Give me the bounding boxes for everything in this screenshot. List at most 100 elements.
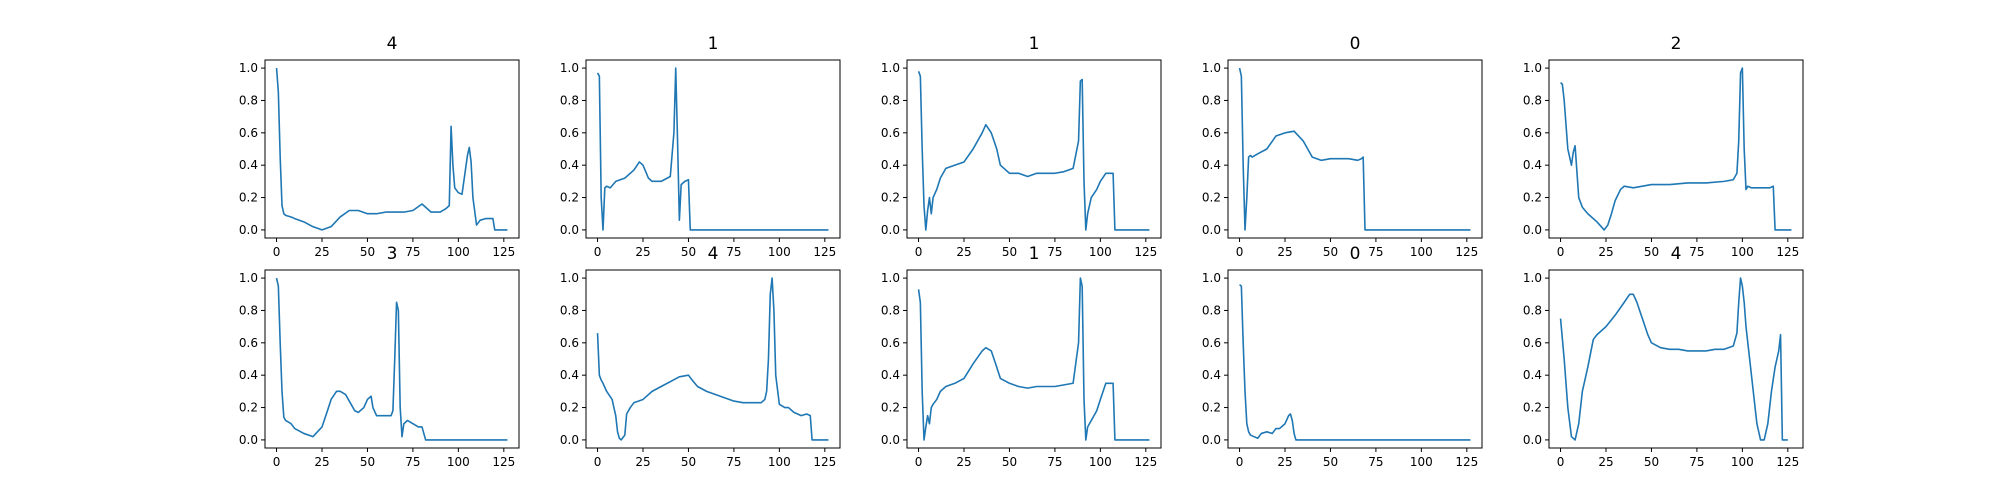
subplot-title: 0 [1349,34,1361,54]
y-tick-label: 0.4 [881,368,900,382]
x-tick-label: 0 [915,455,923,469]
y-tick-label: 0.0 [239,433,258,447]
y-tick-label: 1.0 [1202,61,1221,75]
subplot-canvas: 0.0 0.2 0.4 0.6 0.8 1.0 0 25 50 75 100 125 [239,59,520,259]
y-tick-label: 0.6 [1523,336,1542,350]
series-line [596,277,829,441]
x-tick-label: 0 [1557,455,1565,469]
y-tick-label: 0.8 [1202,93,1221,107]
x-tick-label: 125 [492,455,515,469]
y-tick-label: 0.4 [1202,368,1221,382]
x-tick-label: 50 [1644,455,1659,469]
subplot-4: 0 0.0 0.2 0.4 0.6 0.8 1.0 0 25 50 75 100 125 [1178,30,1494,274]
y-tick-label: 0.8 [1202,303,1221,317]
subplot-2: 1 0.0 0.2 0.4 0.6 0.8 1.0 0 25 50 75 100 125 [536,30,852,274]
x-tick-label: 25 [1598,455,1613,469]
series-line [275,277,508,441]
y-tick-label: 1.0 [239,271,258,285]
y-tick-label: 0.6 [560,126,579,140]
y-tick-label: 0.2 [1523,401,1542,415]
subplot-title: 4 [386,34,398,54]
subplot-canvas: 0.0 0.2 0.4 0.6 0.8 1.0 0 25 50 75 100 125 [881,269,1162,469]
subplot-title: 1 [1028,34,1040,54]
subplot-canvas: 0.0 0.2 0.4 0.6 0.8 1.0 0 25 50 75 100 125 [881,59,1162,259]
subplot-1: 4 0.0 0.2 0.4 0.6 0.8 1.0 0 25 50 75 100 125 [215,30,531,274]
subplot-title: 4 [707,244,719,264]
x-tick-label: 0 [1557,245,1565,259]
x-tick-label: 125 [1455,455,1478,469]
x-tick-label: 50 [1002,455,1017,469]
series-line [275,68,508,231]
x-tick-label: 25 [635,245,650,259]
axes-frame [1227,59,1483,239]
x-tick-label: 100 [1089,455,1112,469]
axes-frame [1548,269,1804,449]
y-tick-label: 0.6 [881,126,900,140]
axes-frame [585,269,841,449]
y-tick-label: 0.8 [1523,93,1542,107]
x-tick-label: 75 [726,455,741,469]
y-tick-label: 0.4 [560,368,579,382]
y-tick-label: 0.6 [239,336,258,350]
x-tick-label: 0 [1236,455,1244,469]
x-tick-label: 100 [768,455,791,469]
x-tick-label: 0 [915,245,923,259]
x-tick-label: 125 [1776,455,1799,469]
x-tick-label: 125 [813,455,836,469]
subplot-title: 0 [1349,244,1361,264]
axes-frame [906,59,1162,239]
y-tick-label: 0.4 [239,158,258,172]
axes-frame [264,59,520,239]
x-tick-label: 75 [726,245,741,259]
y-tick-label: 0.6 [560,336,579,350]
x-tick-label: 100 [447,455,470,469]
x-tick-label: 0 [273,245,281,259]
y-tick-label: 0.8 [560,93,579,107]
y-tick-label: 0.6 [881,336,900,350]
x-tick-label: 75 [405,245,420,259]
y-tick-label: 0.2 [881,191,900,205]
y-tick-label: 1.0 [1202,271,1221,285]
x-tick-label: 100 [1089,245,1112,259]
y-tick-label: 0.8 [560,303,579,317]
subplot-6: 3 0.0 0.2 0.4 0.6 0.8 1.0 0 25 50 75 100 125 [215,240,531,484]
x-tick-label: 125 [1776,245,1799,259]
x-tick-label: 125 [1455,245,1478,259]
y-tick-label: 0.8 [239,93,258,107]
y-tick-label: 0.0 [1523,223,1542,237]
x-tick-label: 125 [813,245,836,259]
x-tick-label: 50 [1644,245,1659,259]
y-tick-label: 0.2 [560,401,579,415]
y-tick-label: 0.6 [1202,336,1221,350]
y-tick-label: 0.4 [560,158,579,172]
subplot-5: 2 0.0 0.2 0.4 0.6 0.8 1.0 0 25 50 75 100 125 [1499,30,1815,274]
y-tick-label: 0.2 [239,401,258,415]
y-tick-label: 0.2 [239,191,258,205]
x-tick-label: 0 [1236,245,1244,259]
y-tick-label: 0.2 [560,191,579,205]
series-line [1559,277,1788,441]
axes-frame [264,269,520,449]
y-tick-label: 0.4 [239,368,258,382]
axes-frame [906,269,1162,449]
x-tick-label: 50 [1002,245,1017,259]
y-tick-label: 1.0 [560,61,579,75]
x-tick-label: 125 [492,245,515,259]
subplot-3: 1 0.0 0.2 0.4 0.6 0.8 1.0 0 25 50 75 100 125 [857,30,1173,274]
subplot-title: 4 [1670,244,1682,264]
y-tick-label: 0.0 [881,433,900,447]
x-tick-label: 25 [314,455,329,469]
subplot-title: 1 [1028,244,1040,264]
x-tick-label: 75 [1047,245,1062,259]
x-tick-label: 0 [594,245,602,259]
subplot-canvas: 0.0 0.2 0.4 0.6 0.8 1.0 0 25 50 75 100 125 [1202,269,1483,469]
x-tick-label: 75 [405,455,420,469]
x-tick-label: 25 [1277,455,1292,469]
x-tick-label: 25 [1277,245,1292,259]
subplot-7: 4 0.0 0.2 0.4 0.6 0.8 1.0 0 25 50 75 100 125 [536,240,852,484]
axes-frame [585,59,841,239]
x-tick-label: 100 [1410,455,1433,469]
series-line [917,71,1150,231]
y-tick-label: 0.6 [1523,126,1542,140]
subplot-9: 0 0.0 0.2 0.4 0.6 0.8 1.0 0 25 50 75 100 125 [1178,240,1494,484]
